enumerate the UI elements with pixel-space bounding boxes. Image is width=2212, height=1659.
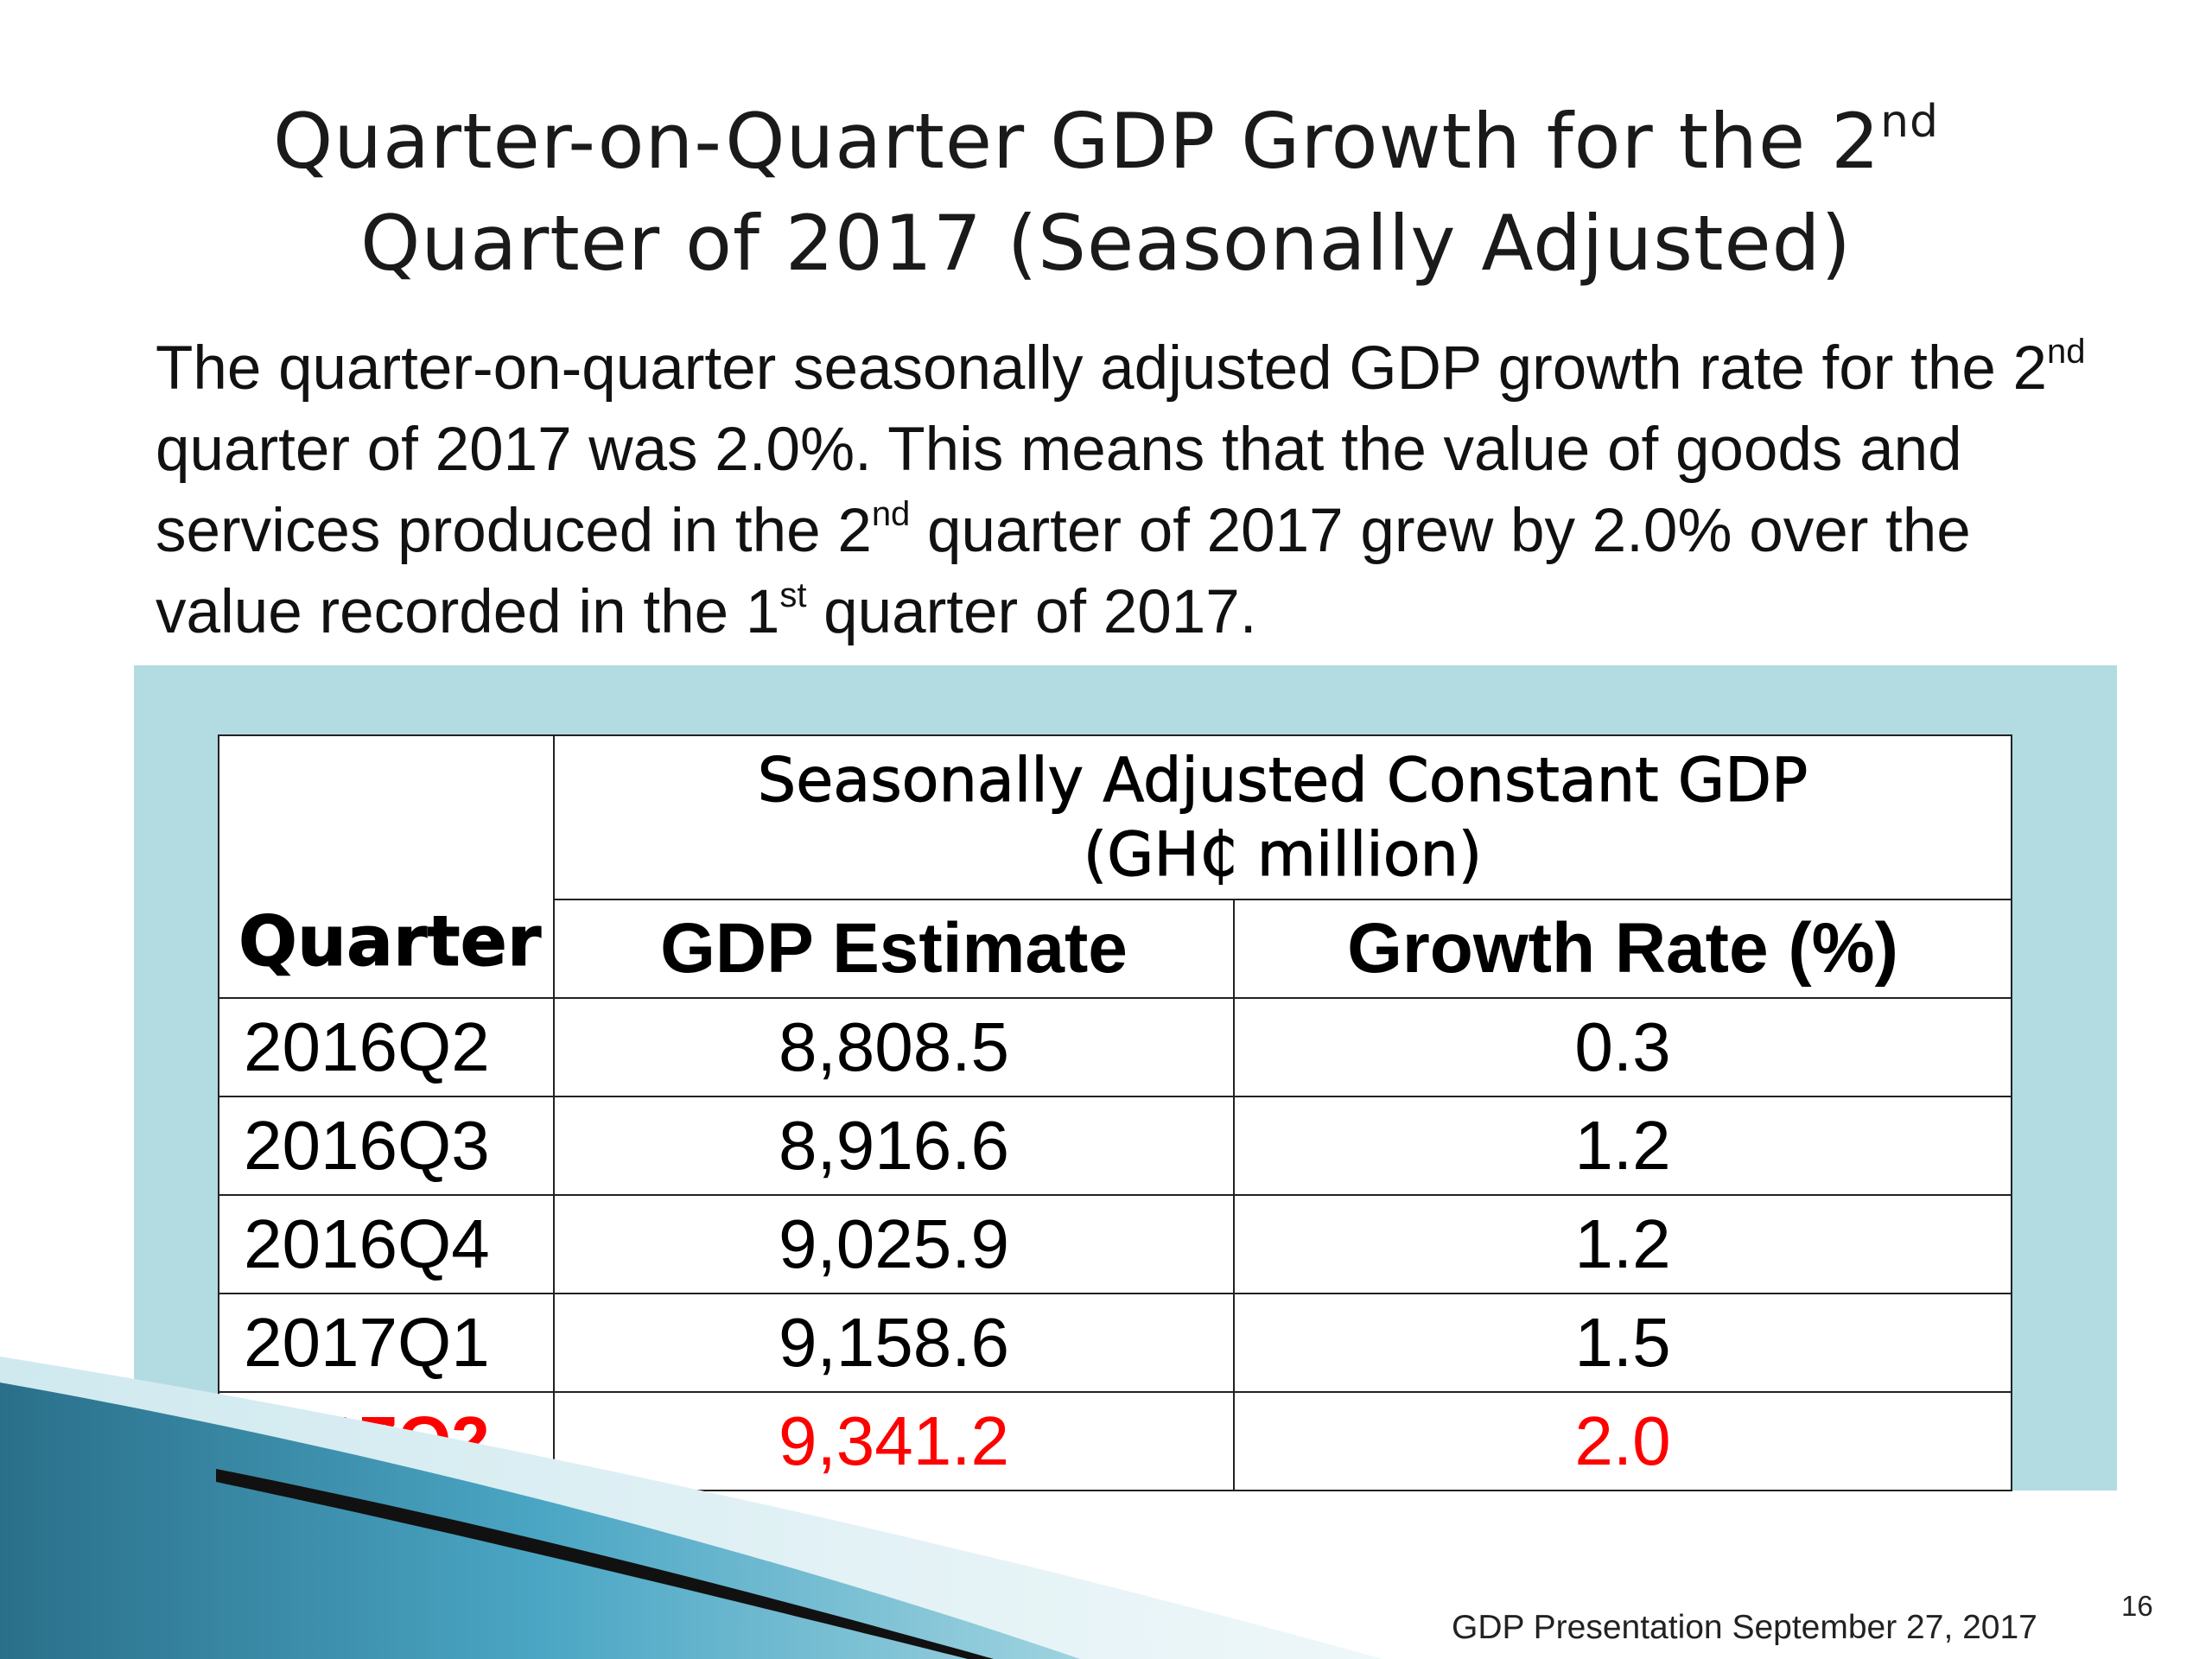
estimate-cell: 9,341.2 (553, 1391, 1235, 1491)
growth-cell: 1.2 (1233, 1096, 2012, 1196)
quarter-header: Quarter (218, 734, 555, 999)
swoosh-blue (0, 1382, 1080, 1659)
growth-cell: 0.3 (1233, 997, 2012, 1097)
slide-title: Quarter-on-Quarter GDP Growth for the 2n… (130, 91, 2082, 295)
growth-header: Growth Rate (%) (1233, 899, 2012, 999)
gdp-table: Quarter Seasonally Adjusted Constant GDP… (218, 734, 2012, 1491)
quarter-cell: 2016Q3 (218, 1096, 555, 1196)
footer-text: GDP Presentation September 27, 2017 (1452, 1609, 2037, 1646)
title-line-2: Quarter of 2017 (Seasonally Adjusted) (360, 199, 1852, 288)
body-paragraph: The quarter-on-quarter seasonally adjust… (156, 333, 2086, 646)
growth-cell: 2.0 (1233, 1391, 2012, 1491)
estimate-cell: 9,158.6 (553, 1293, 1235, 1393)
estimate-header: GDP Estimate (553, 899, 1235, 999)
table-header-row-1: Quarter Seasonally Adjusted Constant GDP… (218, 734, 2012, 999)
table-row: 2016Q3 8,916.6 1.2 (218, 1096, 2012, 1196)
growth-cell: 1.2 (1233, 1194, 2012, 1294)
table-row: 2017Q1 9,158.6 1.5 (218, 1293, 2012, 1393)
quarter-cell: 2016Q4 (218, 1194, 555, 1294)
swoosh-black (216, 1469, 994, 1659)
quarter-cell: 2017Q1 (218, 1293, 555, 1393)
estimate-cell: 8,808.5 (553, 997, 1235, 1097)
decorative-swoosh (0, 1357, 1382, 1659)
table-row: 2016Q4 9,025.9 1.2 (218, 1194, 2012, 1294)
growth-cell: 1.5 (1233, 1293, 2012, 1393)
estimate-cell: 8,916.6 (553, 1096, 1235, 1196)
table-header-row-2: GDP Estimate Growth Rate (%) (219, 899, 2012, 999)
table-row: 2016Q2 8,808.5 0.3 (218, 997, 2012, 1097)
title-line-1: Quarter-on-Quarter GDP Growth for the 2n… (272, 96, 1940, 186)
page-number: 16 (2121, 1590, 2153, 1622)
group-header: Seasonally Adjusted Constant GDP (GH₵ mi… (553, 734, 2012, 900)
quarter-cell: 2016Q2 (218, 997, 555, 1097)
estimate-cell: 9,025.9 (553, 1194, 1235, 1294)
